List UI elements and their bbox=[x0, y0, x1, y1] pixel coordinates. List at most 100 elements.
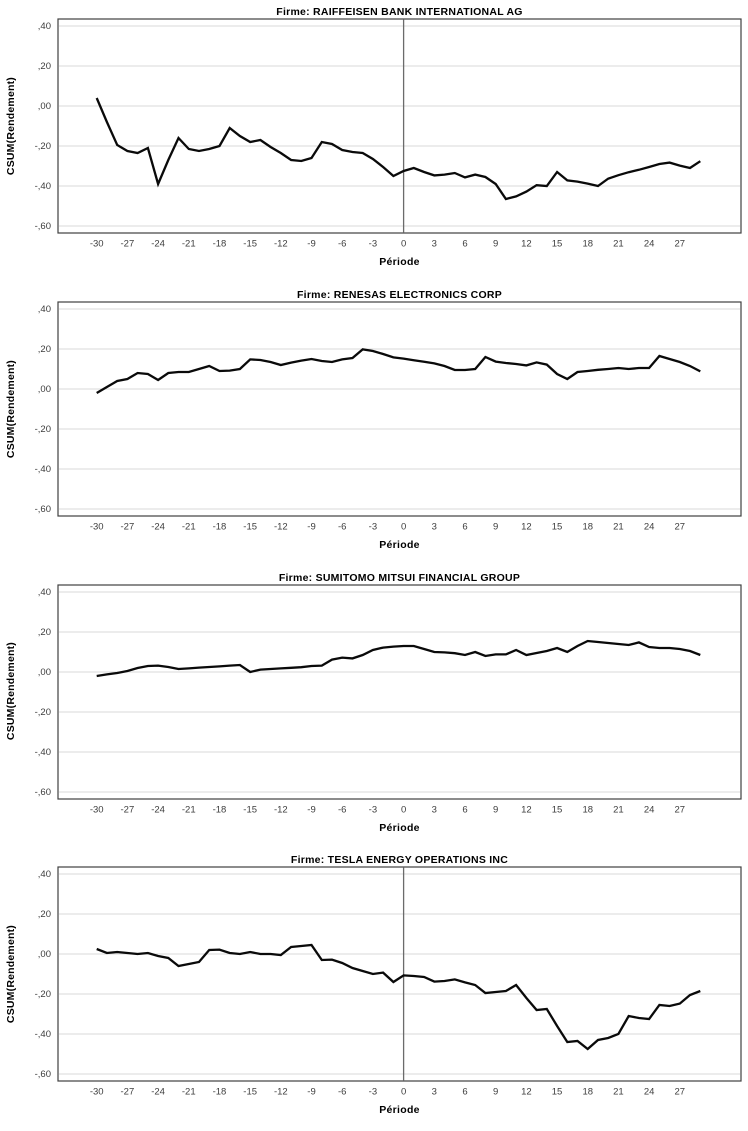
chart-title: Firme: SUMITOMO MITSUI FINANCIAL GROUP bbox=[278, 571, 521, 584]
chart-title: Firme: TESLA ENERGY OPERATIONS INC bbox=[290, 854, 509, 867]
x-tick-label: -15 bbox=[243, 521, 257, 532]
x-tick-label: -9 bbox=[307, 1087, 315, 1098]
x-tick-label: -21 bbox=[182, 804, 196, 815]
x-tick-label: 3 bbox=[432, 239, 437, 250]
x-tick-label: 15 bbox=[552, 239, 563, 250]
x-tick-label: -6 bbox=[338, 521, 346, 532]
x-tick-label: -18 bbox=[213, 521, 227, 532]
x-tick-label: -30 bbox=[90, 1087, 104, 1098]
x-tick-label: 6 bbox=[462, 1087, 467, 1098]
y-tick-label: -,20 bbox=[35, 707, 51, 718]
data-line bbox=[96, 347, 701, 394]
x-tick-label: -21 bbox=[182, 521, 196, 532]
x-tick-label: 0 bbox=[401, 1087, 406, 1098]
y-tick-label: ,00 bbox=[38, 667, 51, 678]
x-tick-label: -24 bbox=[151, 1087, 165, 1098]
y-tick-label: ,20 bbox=[38, 61, 51, 72]
plot-frame bbox=[57, 18, 742, 234]
x-tick-label: -12 bbox=[274, 521, 288, 532]
x-tick-label: -18 bbox=[213, 239, 227, 250]
x-tick-label: 9 bbox=[493, 239, 498, 250]
y-tick-label: -,60 bbox=[35, 787, 51, 798]
y-tick-label: -,60 bbox=[35, 221, 51, 232]
plot-area: ,40,20,00-,20-,40-,60-30 -27 -24 -21 -18 -15-… bbox=[35, 583, 742, 815]
chart-panel-sumitomo: Firme: SUMITOMO MITSUI FINANCIAL GROUP C… bbox=[0, 566, 748, 849]
chart-panel-tesla: Firme: TESLA ENERGY OPERATIONS INC CSUM(… bbox=[0, 848, 748, 1131]
y-tick-label: ,00 bbox=[38, 384, 51, 395]
x-tick-label: 6 bbox=[462, 804, 467, 815]
plot-area: ,40,20,00-,20-,40-,60-30 -27 -24 -21 -18 -15-… bbox=[35, 301, 742, 532]
x-tick-label: 18 bbox=[582, 1087, 593, 1098]
x-tick-label: 12 bbox=[521, 804, 532, 815]
x-tick-label: 12 bbox=[521, 521, 532, 532]
y-tick-label: ,00 bbox=[38, 101, 51, 112]
x-tick-label: -24 bbox=[151, 239, 165, 250]
x-tick-label: 15 bbox=[552, 521, 563, 532]
x-axis-title: Période bbox=[379, 256, 420, 268]
x-tick-label: -21 bbox=[182, 1087, 196, 1098]
plot-frame bbox=[57, 866, 742, 1082]
x-tick-label: -6 bbox=[338, 804, 346, 815]
x-tick-label: -9 bbox=[307, 804, 315, 815]
x-tick-label: 9 bbox=[493, 804, 498, 815]
x-tick-label: -6 bbox=[338, 239, 346, 250]
x-tick-label: -30 bbox=[90, 521, 104, 532]
y-tick-label: -,20 bbox=[35, 989, 51, 1000]
x-tick-label: 9 bbox=[493, 521, 498, 532]
x-tick-label: 9 bbox=[493, 1087, 498, 1098]
x-axis-title: Période bbox=[379, 821, 420, 834]
x-tick-label: -12 bbox=[274, 804, 288, 815]
x-tick-label: 3 bbox=[432, 804, 437, 815]
plot-frame bbox=[57, 583, 742, 800]
plot-frame bbox=[57, 301, 742, 517]
data-line bbox=[96, 944, 701, 1051]
y-tick-label: ,20 bbox=[38, 627, 51, 638]
x-tick-label: -27 bbox=[121, 521, 135, 532]
x-tick-label: 24 bbox=[644, 1087, 655, 1098]
x-tick-label: -27 bbox=[121, 239, 135, 250]
x-tick-label: -21 bbox=[182, 239, 196, 250]
y-tick-label: ,20 bbox=[38, 344, 51, 355]
chart-title: Firme: RAIFFEISEN BANK INTERNATIONAL AG bbox=[276, 6, 523, 18]
x-tick-label: 18 bbox=[582, 521, 593, 532]
x-tick-label: -27 bbox=[121, 804, 135, 815]
x-tick-label: -24 bbox=[151, 804, 165, 815]
x-tick-label: -9 bbox=[307, 521, 315, 532]
x-tick-label: 27 bbox=[675, 239, 686, 250]
x-tick-label: -12 bbox=[274, 1087, 288, 1098]
x-tick-label: 21 bbox=[613, 521, 624, 532]
x-tick-label: -15 bbox=[243, 804, 257, 815]
x-axis-title: Période bbox=[379, 538, 420, 551]
x-tick-label: 3 bbox=[432, 521, 437, 532]
x-tick-label: 21 bbox=[613, 1087, 624, 1098]
x-tick-label: -24 bbox=[151, 521, 165, 532]
y-tick-label: -,40 bbox=[35, 747, 51, 758]
x-tick-label: -9 bbox=[307, 239, 315, 250]
y-tick-label: ,00 bbox=[38, 949, 51, 960]
x-tick-label: -15 bbox=[243, 239, 257, 250]
x-tick-label: -6 bbox=[338, 1087, 346, 1098]
x-tick-label: 18 bbox=[582, 239, 593, 250]
x-tick-label: -3 bbox=[369, 1087, 377, 1098]
x-tick-label: 27 bbox=[675, 804, 686, 815]
data-line bbox=[96, 639, 701, 677]
y-tick-label: -,40 bbox=[35, 181, 51, 192]
y-tick-label: -,40 bbox=[35, 1029, 51, 1040]
x-tick-label: 0 bbox=[401, 521, 406, 532]
y-tick-label: ,40 bbox=[38, 304, 51, 315]
x-tick-label: -3 bbox=[369, 521, 377, 532]
x-tick-label: -3 bbox=[369, 804, 377, 815]
x-tick-label: 18 bbox=[582, 804, 593, 815]
x-tick-label: 27 bbox=[675, 521, 686, 532]
x-tick-label: -12 bbox=[274, 239, 288, 250]
x-tick-label: -18 bbox=[213, 804, 227, 815]
x-tick-label: 12 bbox=[521, 239, 532, 250]
y-tick-label: -,60 bbox=[35, 1069, 51, 1080]
x-tick-label: 27 bbox=[675, 1087, 686, 1098]
x-axis-title: Période bbox=[379, 1104, 420, 1117]
chart-panel-renesas: Firme: RENESAS ELECTRONICS CORP CSUM(Ren… bbox=[0, 283, 748, 566]
x-tick-label: 0 bbox=[401, 804, 406, 815]
chart-panel-raiffeisen: Firme: RAIFFEISEN BANK INTERNATIONAL AG … bbox=[0, 0, 748, 283]
x-tick-label: -30 bbox=[90, 239, 104, 250]
